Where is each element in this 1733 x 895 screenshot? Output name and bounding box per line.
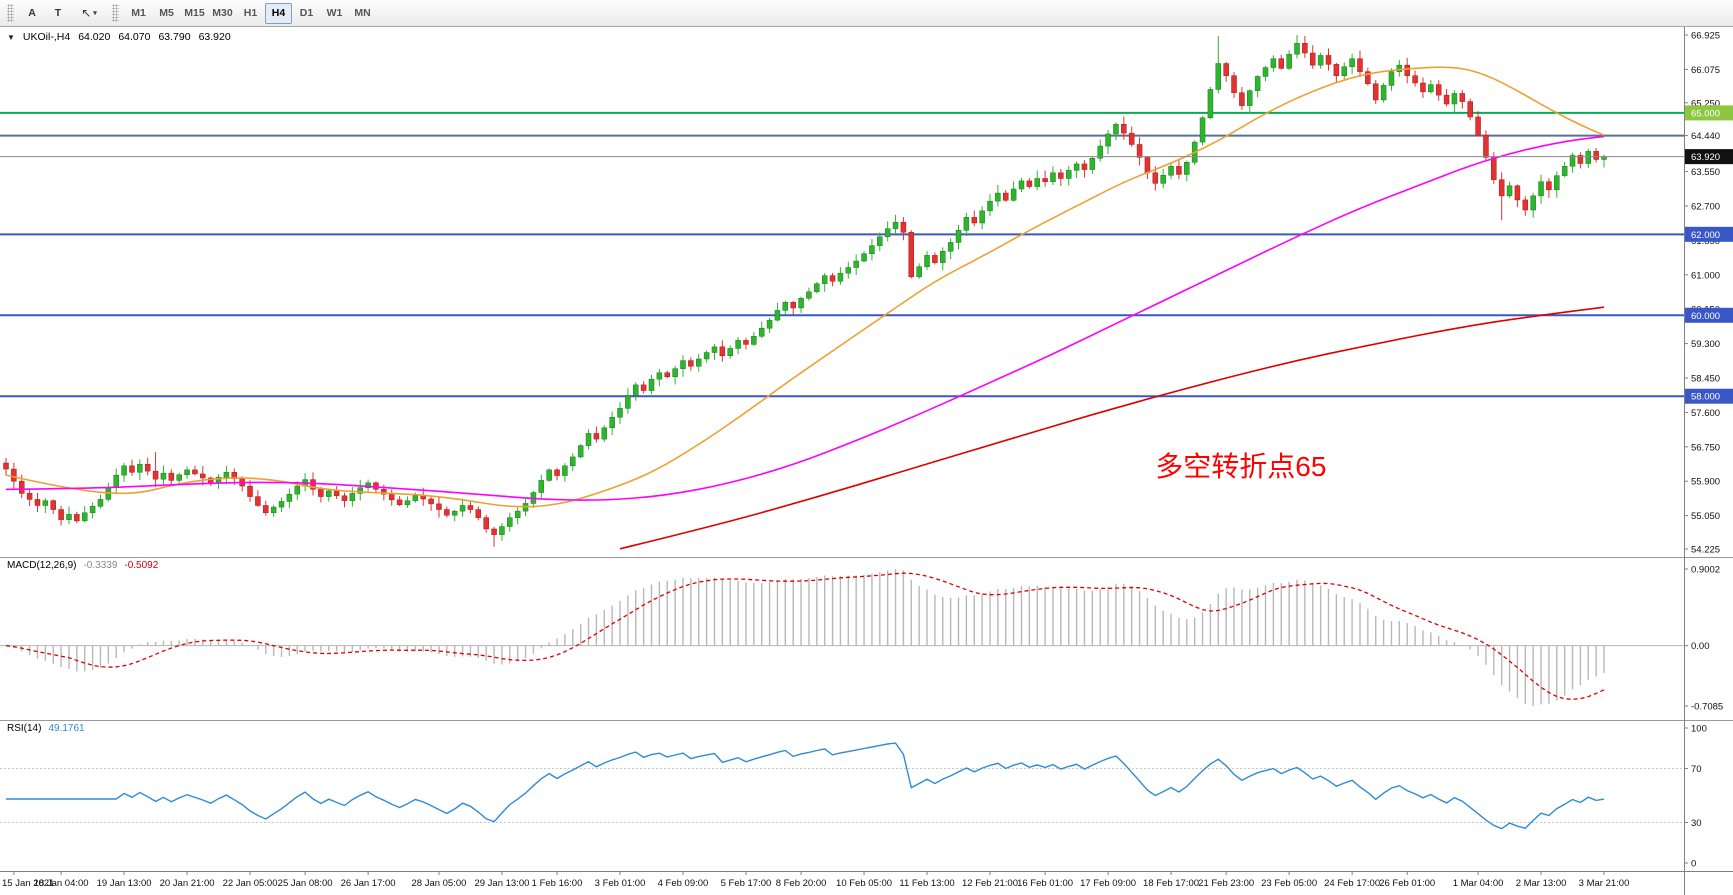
macd-panel: 0.9002 0.00 -0.7085 MACD(12,26,9) -0.3339 …	[0, 557, 1733, 720]
chart-header: ▼ UKOil-,H4 64.020 64.070 63.790 63.920	[5, 31, 233, 43]
timeframe-button-mn[interactable]: MN	[349, 3, 376, 24]
timeframe-button-d1[interactable]: D1	[293, 3, 320, 24]
svg-text:58.450: 58.450	[1691, 374, 1720, 385]
rsi-name-label: RSI(14)	[7, 723, 42, 734]
svg-text:66.925: 66.925	[1691, 31, 1720, 42]
rsi-panel: 100 70 30 0 RSI(14) 49.1761	[0, 720, 1733, 871]
svg-text:18 Feb 17:00: 18 Feb 17:00	[1143, 878, 1199, 889]
svg-text:70: 70	[1691, 764, 1702, 775]
svg-text:16 Feb 01:00: 16 Feb 01:00	[1017, 878, 1073, 889]
svg-text:54.225: 54.225	[1691, 545, 1720, 556]
svg-text:20 Jan 21:00: 20 Jan 21:00	[160, 878, 215, 889]
svg-text:11 Feb 13:00: 11 Feb 13:00	[899, 878, 954, 889]
svg-text:62.700: 62.700	[1691, 201, 1720, 212]
svg-text:25 Jan 08:00: 25 Jan 08:00	[278, 878, 333, 889]
svg-text:65.000: 65.000	[1691, 108, 1720, 119]
svg-text:21 Feb 23:00: 21 Feb 23:00	[1198, 878, 1254, 889]
macd-main-value: -0.3339	[83, 560, 118, 571]
timeframe-button-w1[interactable]: W1	[321, 3, 348, 24]
svg-text:64.440: 64.440	[1691, 131, 1720, 142]
svg-text:61.000: 61.000	[1691, 270, 1720, 281]
annotation-a-button[interactable]: A	[20, 3, 44, 24]
svg-text:56.750: 56.750	[1691, 442, 1720, 453]
top-toolbar: A T ↖ ▾ M1 M5 M15 M30 H1 H4 D1 W1 MN	[0, 0, 1733, 27]
svg-text:28 Jan 05:00: 28 Jan 05:00	[411, 878, 466, 889]
cursor-icon: ↖	[81, 6, 92, 20]
toolbar-grip-2[interactable]	[112, 4, 119, 22]
svg-text:5 Feb 17:00: 5 Feb 17:00	[721, 878, 772, 889]
svg-text:17 Feb 09:00: 17 Feb 09:00	[1080, 878, 1136, 889]
svg-text:22 Jan 05:00: 22 Jan 05:00	[223, 878, 278, 889]
svg-text:19 Jan 13:00: 19 Jan 13:00	[97, 878, 152, 889]
rsi-canvas[interactable]: 100 70 30 0	[0, 720, 1733, 871]
svg-text:3 Feb 01:00: 3 Feb 01:00	[595, 878, 646, 889]
svg-text:100: 100	[1691, 724, 1707, 735]
svg-text:55.900: 55.900	[1691, 477, 1720, 488]
svg-text:26 Feb 01:00: 26 Feb 01:00	[1379, 878, 1435, 889]
svg-text:3 Mar 21:00: 3 Mar 21:00	[1579, 878, 1630, 889]
svg-text:26 Jan 17:00: 26 Jan 17:00	[341, 878, 396, 889]
svg-text:24 Feb 17:00: 24 Feb 17:00	[1324, 878, 1380, 889]
svg-text:12 Feb 21:00: 12 Feb 21:00	[962, 878, 1018, 889]
svg-text:15 Jan 2021: 15 Jan 2021	[2, 878, 54, 889]
svg-text:60.000: 60.000	[1691, 311, 1720, 322]
svg-text:62.000: 62.000	[1691, 230, 1720, 241]
svg-text:63.920: 63.920	[1691, 152, 1720, 163]
svg-text:2 Mar 13:00: 2 Mar 13:00	[1516, 878, 1567, 889]
svg-text:10 Feb 05:00: 10 Feb 05:00	[836, 878, 892, 889]
timeframe-button-m1[interactable]: M1	[125, 3, 152, 24]
timeframe-button-m5[interactable]: M5	[153, 3, 180, 24]
text-tool-button[interactable]: T	[46, 3, 70, 24]
timeframe-button-m30[interactable]: M30	[209, 3, 236, 24]
rsi-value: 49.1761	[48, 723, 85, 734]
svg-text:29 Jan 13:00: 29 Jan 13:00	[474, 878, 529, 889]
svg-text:4 Feb 09:00: 4 Feb 09:00	[658, 878, 709, 889]
svg-text:63.550: 63.550	[1691, 167, 1720, 178]
timeframe-button-m15[interactable]: M15	[181, 3, 208, 24]
ohlc-close: 63.920	[198, 31, 231, 43]
ohlc-high: 64.070	[118, 31, 151, 43]
svg-text:1 Feb 16:00: 1 Feb 16:00	[532, 878, 583, 889]
cursor-tool-button[interactable]: ↖ ▾	[72, 3, 106, 24]
svg-text:0.9002: 0.9002	[1691, 565, 1720, 576]
symbol-dropdown-icon[interactable]: ▼	[7, 32, 15, 42]
svg-text:59.300: 59.300	[1691, 339, 1720, 350]
macd-name-label: MACD(12,26,9)	[7, 560, 77, 571]
svg-text:57.600: 57.600	[1691, 408, 1720, 419]
timeframe-button-h4[interactable]: H4	[265, 2, 292, 24]
toolbar-grip[interactable]	[7, 4, 14, 22]
svg-text:0: 0	[1691, 859, 1696, 870]
time-axis[interactable]: 15 Jan 2021 18 Jan 04:00 19 Jan 13:00 20 Ja…	[0, 871, 1733, 895]
macd-signal-value: -0.5092	[124, 560, 159, 571]
ohlc-open: 64.020	[78, 31, 111, 43]
macd-canvas[interactable]: 0.9002 0.00 -0.7085	[0, 557, 1733, 720]
svg-text:0.00: 0.00	[1691, 641, 1710, 652]
main-chart-canvas[interactable]: 66.92566.07565.25064.44063.55062.70061.8…	[0, 27, 1733, 557]
ohlc-low: 63.790	[158, 31, 191, 43]
svg-text:55.050: 55.050	[1691, 511, 1720, 522]
svg-text:23 Feb 05:00: 23 Feb 05:00	[1261, 878, 1317, 889]
svg-text:-0.7085: -0.7085	[1691, 702, 1723, 713]
symbol-period-label: UKOil-,H4	[22, 31, 71, 43]
timeframe-toolbar: M1 M5 M15 M30 H1 H4 D1 W1 MN	[125, 2, 376, 24]
svg-text:65.250: 65.250	[1691, 98, 1720, 109]
macd-header: MACD(12,26,9) -0.3339 -0.5092	[5, 560, 161, 571]
timeframe-button-h1[interactable]: H1	[237, 3, 264, 24]
main-chart-panel: 66.92566.07565.25064.44063.55062.70061.8…	[0, 27, 1733, 557]
rsi-header: RSI(14) 49.1761	[5, 723, 87, 734]
svg-text:18 Jan 04:00: 18 Jan 04:00	[34, 878, 89, 889]
chart-annotation-text[interactable]: 多空转折点65	[1155, 450, 1327, 482]
svg-text:66.075: 66.075	[1691, 65, 1720, 76]
chevron-down-icon: ▾	[93, 10, 97, 17]
svg-text:30: 30	[1691, 818, 1702, 829]
svg-text:1 Mar 04:00: 1 Mar 04:00	[1453, 878, 1504, 889]
svg-text:8 Feb 20:00: 8 Feb 20:00	[776, 878, 827, 889]
svg-text:58.000: 58.000	[1691, 392, 1720, 403]
